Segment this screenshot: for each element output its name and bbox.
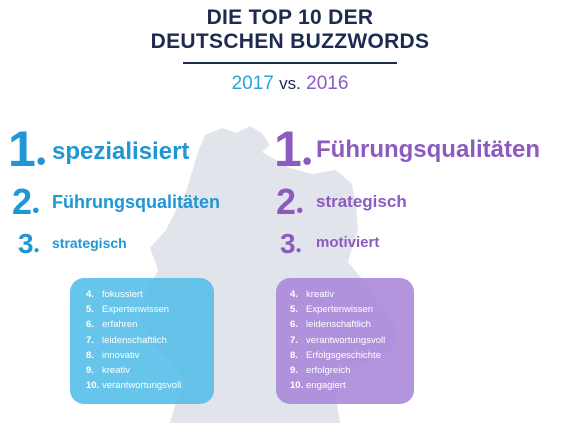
year-comparison: 2017 vs. 2016 xyxy=(0,72,580,96)
left-rank-3: 3● xyxy=(18,228,40,259)
left-word-1: spezialisiert xyxy=(52,138,190,165)
list-item: 7. leidenschaftlich xyxy=(86,334,167,346)
right-rank-2: 2● xyxy=(276,181,304,222)
list-item: 8. Erfolgsgeschichte xyxy=(290,349,381,361)
list-item: 6. leidenschaftlich xyxy=(290,319,371,331)
list-item: 10. verantwortungsvoll xyxy=(86,380,182,392)
right-word-3: motiviert xyxy=(316,234,380,251)
right-rank-3: 3● xyxy=(280,228,302,259)
right-rank-1: 1● xyxy=(274,121,313,177)
list-item: 8. innovativ xyxy=(86,349,140,361)
left-rank-2: 2● xyxy=(12,181,40,222)
left-list: 4. fokussiert 5. Expertenwissen 6. erfahren… xyxy=(86,287,181,393)
right-word-2: strategisch xyxy=(316,192,407,211)
left-word-3: strategisch xyxy=(52,235,127,251)
year-2017: 2017 xyxy=(231,73,274,94)
list-item: 9. kreativ xyxy=(86,365,130,377)
year-2016: 2016 xyxy=(306,73,349,94)
title-line-2: DEUTSCHEN BUZZWORDS xyxy=(150,30,430,53)
list-item: 9. erfolgreich xyxy=(290,365,351,377)
vs-label: vs. xyxy=(279,74,301,93)
right-list: 4. kreativ 5. Expertenwissen 6. leidenschaf… xyxy=(290,287,385,393)
list-item: 5. Expertenwissen xyxy=(86,304,170,316)
list-item: 4. kreativ xyxy=(290,289,334,300)
left-ranks-4-10-box xyxy=(70,278,214,404)
list-item: 10. engagiert xyxy=(290,380,346,392)
right-ranks-4-10-box xyxy=(276,278,414,404)
left-rank-1: 1● xyxy=(8,121,47,177)
list-item: 7. verantwortungsvoll xyxy=(290,334,386,346)
list-item: 6. erfahren xyxy=(86,319,138,331)
list-item: 4. fokussiert xyxy=(86,289,143,300)
title-divider xyxy=(183,62,397,64)
list-item: 5. Expertenwissen xyxy=(290,304,374,316)
title-line-1: DIE TOP 10 DER xyxy=(206,6,374,29)
left-word-2: Führungsqualitäten xyxy=(52,192,220,212)
right-word-1: Führungsqualitäten xyxy=(316,136,540,163)
